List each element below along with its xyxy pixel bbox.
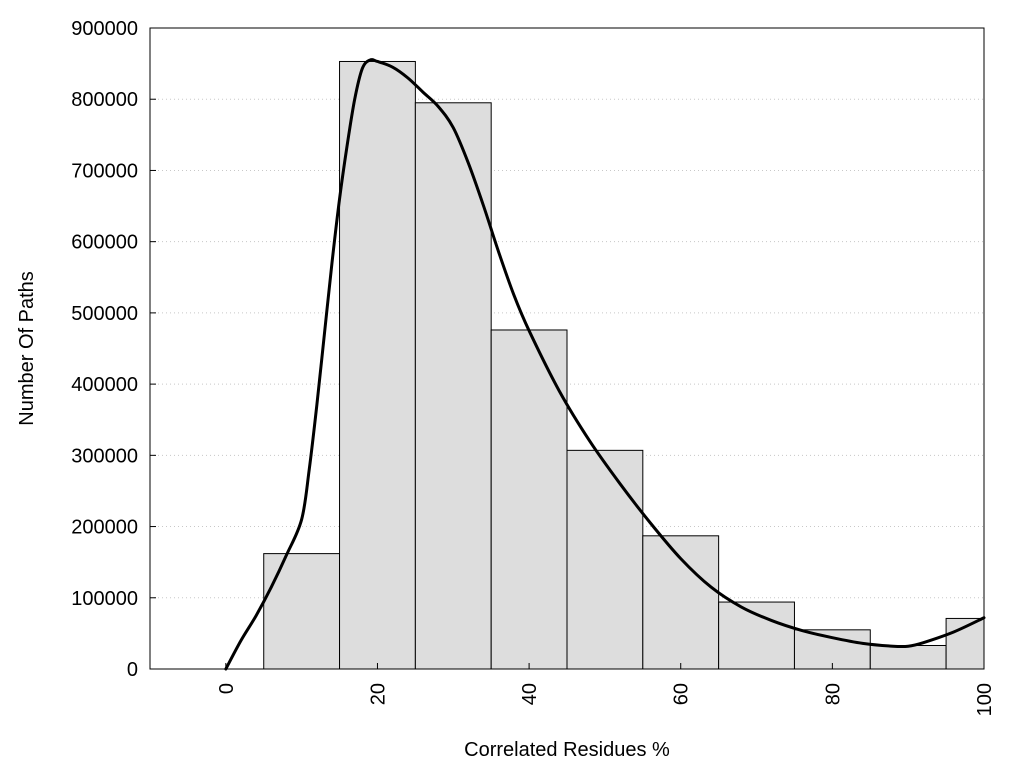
y-tick-label-5: 500000 bbox=[71, 303, 138, 325]
histogram-bar-5 bbox=[642, 535, 720, 670]
x-tick-label-1: 20 bbox=[367, 683, 389, 705]
histogram-bar-3 bbox=[490, 329, 568, 670]
x-axis-title: Correlated Residues % bbox=[464, 739, 670, 761]
x-tick-label-3: 60 bbox=[671, 683, 693, 705]
y-tick-label-3: 300000 bbox=[71, 445, 138, 467]
y-tick-label-1: 100000 bbox=[71, 588, 138, 610]
histogram-bar-2 bbox=[414, 102, 492, 670]
x-tick-label-0: 0 bbox=[216, 683, 238, 694]
y-axis-title: Number Of Paths bbox=[16, 271, 38, 426]
histogram-bar-6 bbox=[718, 601, 795, 670]
y-tick-label-7: 700000 bbox=[71, 160, 138, 182]
y-tick-label-0: 0 bbox=[127, 659, 138, 681]
y-tick-label-8: 800000 bbox=[71, 89, 138, 111]
histogram-bar-1 bbox=[339, 60, 416, 670]
x-tick-label-5: 100 bbox=[974, 683, 996, 716]
plot-frame bbox=[149, 27, 985, 670]
y-tick-label-6: 600000 bbox=[71, 232, 138, 254]
density-curve bbox=[224, 58, 986, 671]
x-axis-ticks: 0 20 40 60 80 100 bbox=[216, 663, 996, 716]
density-curve-line bbox=[224, 58, 986, 671]
x-tick-label-4: 80 bbox=[822, 683, 844, 705]
y-tick-label-9: 900000 bbox=[71, 18, 138, 40]
histogram-bar-4 bbox=[566, 449, 644, 670]
histogram-bar-0 bbox=[263, 553, 341, 670]
x-tick-label-2: 40 bbox=[519, 683, 541, 705]
histogram-bars bbox=[263, 60, 985, 670]
y-tick-label-4: 400000 bbox=[71, 374, 138, 396]
histogram-bar-8 bbox=[869, 644, 947, 670]
y-axis-ticks: 0 100000 200000 300000 400000 500000 600000 700… bbox=[71, 18, 156, 681]
y-tick-label-2: 200000 bbox=[71, 517, 138, 539]
